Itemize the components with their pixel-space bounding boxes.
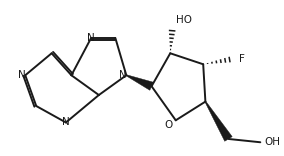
Text: HO: HO: [176, 15, 192, 25]
Text: N: N: [18, 70, 25, 80]
Polygon shape: [126, 75, 153, 90]
Text: OH: OH: [265, 137, 281, 147]
Polygon shape: [205, 101, 232, 141]
Text: F: F: [239, 54, 245, 64]
Text: N: N: [119, 70, 126, 80]
Text: N: N: [87, 33, 95, 43]
Text: O: O: [164, 120, 172, 130]
Text: N: N: [62, 117, 70, 127]
